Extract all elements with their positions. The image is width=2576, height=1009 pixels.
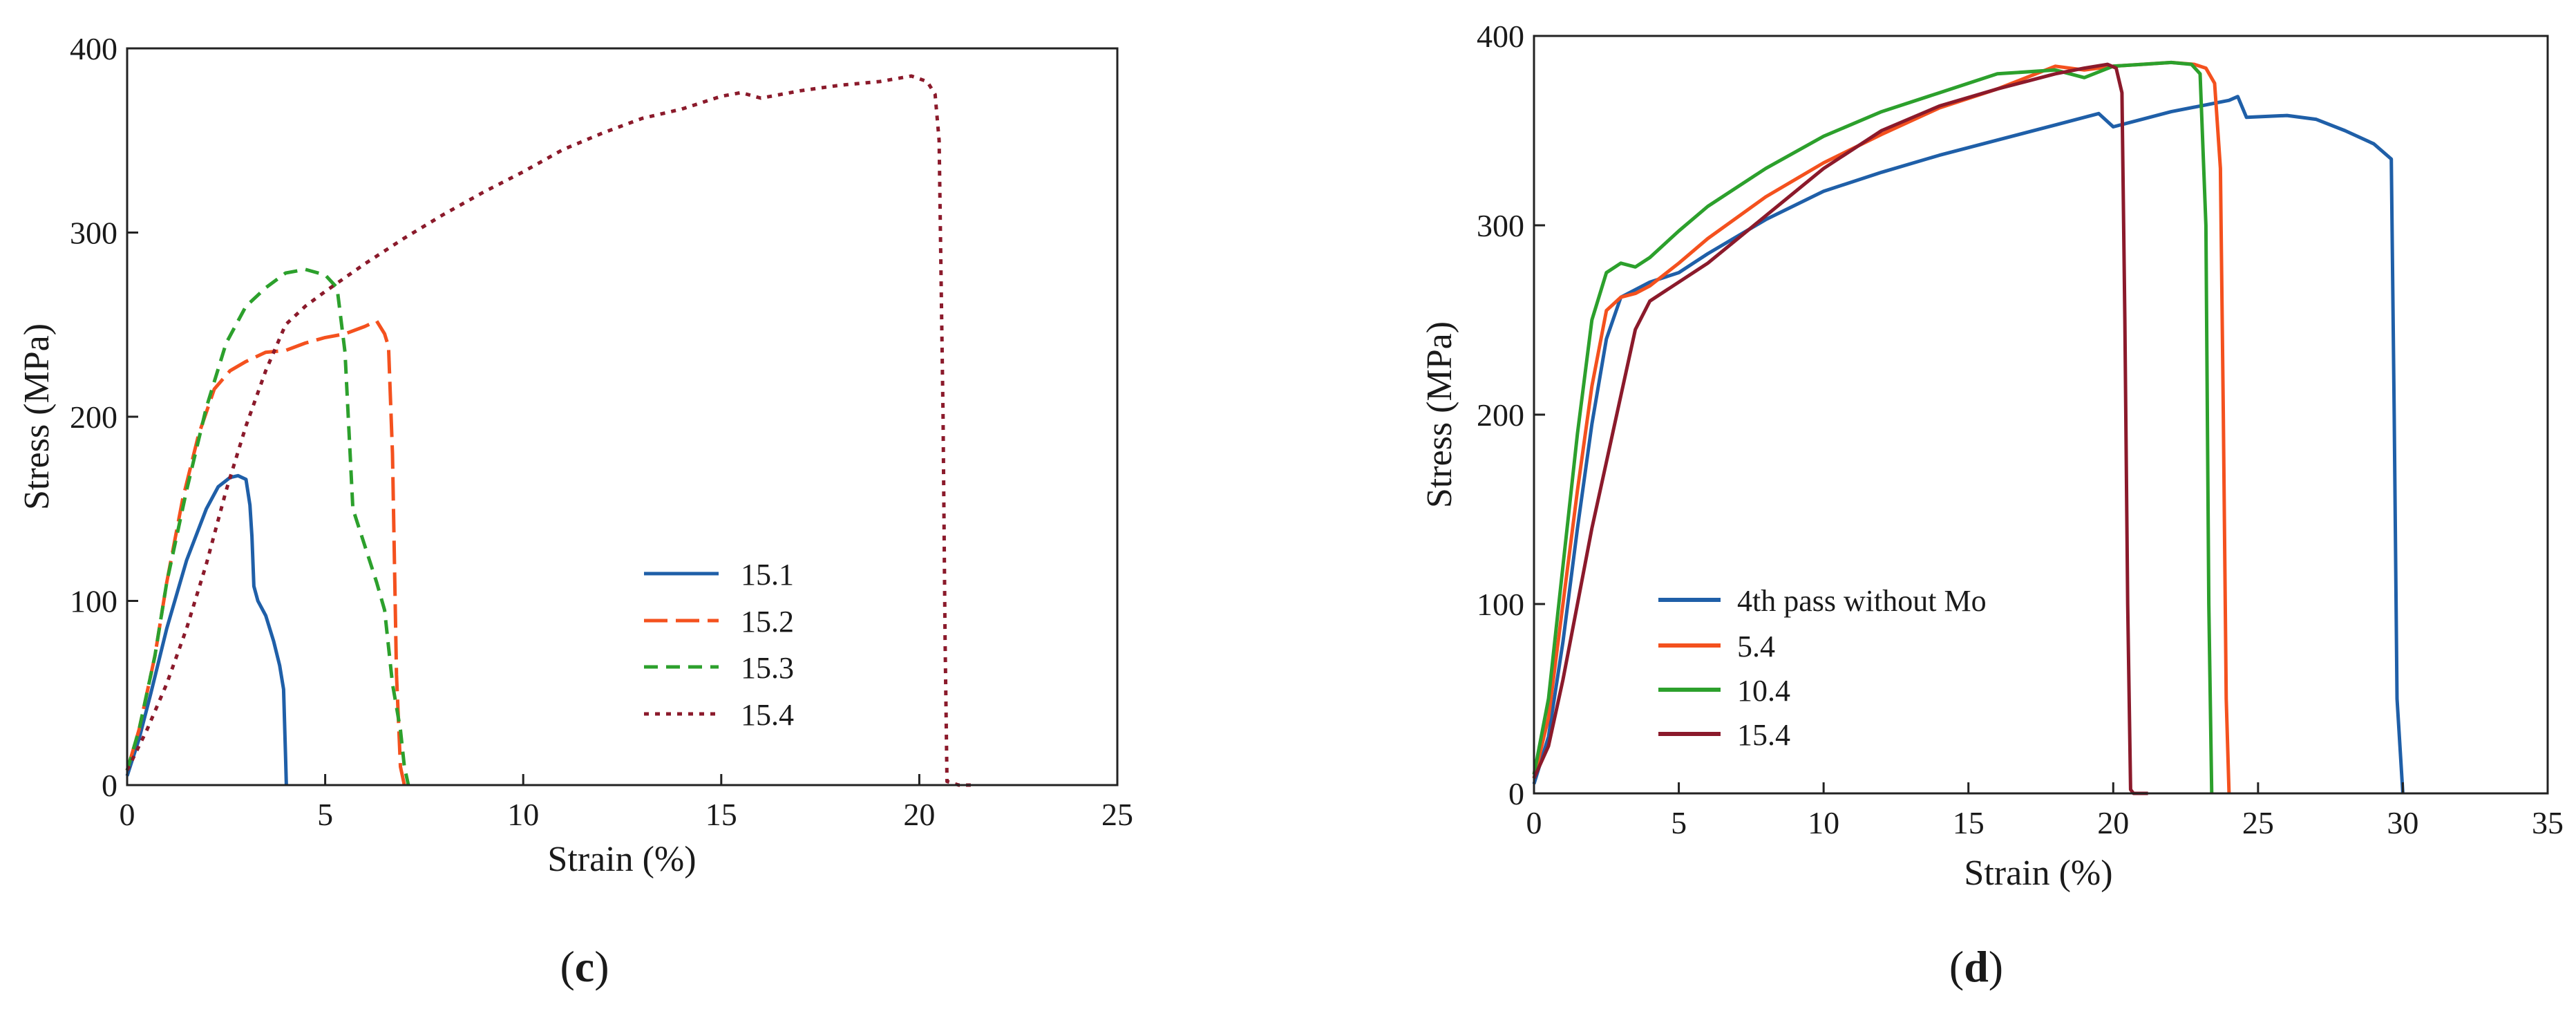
panel-d-y-tick-label-100: 100 [1477, 587, 1524, 622]
panel-d-series-line-15-4 [1532, 62, 2148, 795]
panel-c-y-tick-label-100: 100 [70, 584, 117, 619]
panel-c-x-tick-label-0: 0 [120, 797, 135, 832]
panel-c-legend-label-15-4: 15.4 [741, 698, 794, 732]
panel-d-caption: (d) [1949, 942, 2003, 991]
panel-d-x-tick-label-30: 30 [2387, 805, 2418, 840]
panel-c-frame [126, 47, 1119, 786]
panel-c-y-axis-label: Stress (MPa) [17, 323, 57, 510]
panel-d-legend-label-5-4: 5.4 [1737, 630, 1775, 663]
panel-d-x-tick-label-20: 20 [2097, 805, 2129, 840]
panel-c-x-axis-label: Strain (%) [547, 840, 696, 879]
panel-d-legend-label-4th-pass: 4th pass without Mo [1737, 584, 1987, 618]
panel-d-y-tick-label-400: 400 [1477, 19, 1524, 54]
panel-d-legend-label-15-4: 15.4 [1737, 718, 1790, 752]
panel-d-legend: 4th pass without Mo 5.4 10.4 15.4 [1658, 584, 1987, 752]
panel-d-series-line-5-4 [1532, 60, 2231, 794]
panel-c-series-group [125, 74, 971, 787]
panel-d-x-tick-label-25: 25 [2242, 805, 2274, 840]
panel-d-letter: d [1964, 942, 1989, 991]
panel-d-legend-label-10-4: 10.4 [1737, 674, 1790, 708]
panel-c-x-tick-label-20: 20 [903, 797, 935, 832]
panel-c-legend-label-15-3: 15.3 [741, 651, 794, 685]
panel-c: 0 5 10 15 20 25 0 100 200 300 400 Strain (%) Stres… [17, 31, 1133, 991]
panel-d-x-tick-label-15: 15 [1953, 805, 1985, 840]
panel-c-legend: 15.1 15.2 15.3 15.4 [644, 558, 794, 732]
panel-d-ticks: 0 5 10 15 20 25 30 35 0 100 200 300 400 [1477, 19, 2564, 840]
panel-d-y-tick-label-0: 0 [1508, 776, 1524, 811]
panel-c-y-tick-label-300: 300 [70, 216, 117, 251]
panel-c-y-tick-label-0: 0 [102, 768, 117, 803]
panel-d-y-tick-label-200: 200 [1477, 397, 1524, 433]
panel-d-x-axis-label: Strain (%) [1964, 854, 2112, 893]
panel-d-x-tick-label-0: 0 [1526, 805, 1542, 840]
panel-d-series-group [1532, 60, 2405, 795]
panel-c-legend-label-15-1: 15.1 [741, 558, 794, 592]
panel-c-y-tick-label-200: 200 [70, 399, 117, 435]
panel-c-x-tick-label-25: 25 [1101, 797, 1133, 832]
panel-d-y-tick-label-300: 300 [1477, 208, 1524, 243]
panel-c-ticks: 0 5 10 15 20 25 0 100 200 300 400 [70, 31, 1133, 832]
panel-c-series-line-15-3 [125, 267, 410, 786]
panel-d-y-axis-label: Stress (MPa) [1420, 321, 1459, 508]
panel-d-x-tick-label-10: 10 [1808, 805, 1839, 840]
panel-c-caption: (c) [560, 942, 609, 991]
panel-c-y-tick-label-400: 400 [70, 31, 117, 66]
panel-c-series-line-15-4 [125, 74, 971, 787]
panel-d-x-tick-label-5: 5 [1671, 805, 1687, 840]
panel-c-x-tick-label-10: 10 [507, 797, 539, 832]
panel-c-letter: c [575, 942, 594, 991]
panel-d-series-line-4th-pass-without-mo [1532, 95, 2405, 794]
panel-c-series-line-15-2 [125, 319, 406, 786]
panel-d-series-line-10-4 [1532, 60, 2214, 794]
panel-d: 0 5 10 15 20 25 30 35 0 100 200 300 400 Strain (%) S… [1420, 19, 2564, 991]
panel-c-series-line-15-1 [125, 473, 288, 786]
panel-c-x-tick-label-5: 5 [317, 797, 333, 832]
panel-c-x-tick-label-15: 15 [705, 797, 737, 832]
panel-d-x-tick-label-35: 35 [2532, 805, 2564, 840]
panel-c-legend-label-15-2: 15.2 [741, 605, 794, 639]
